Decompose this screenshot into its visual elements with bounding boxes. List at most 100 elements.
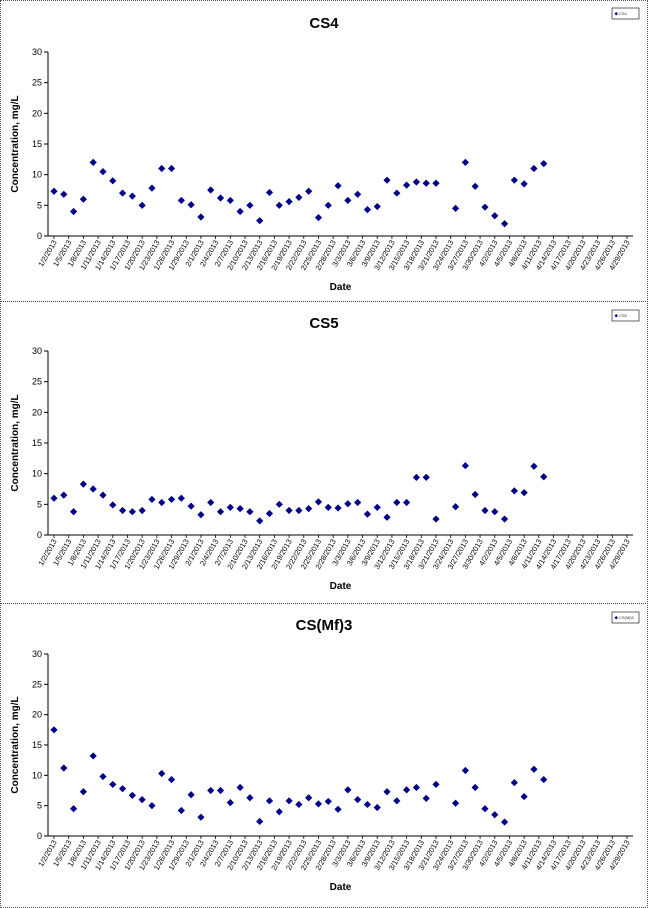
data-point (412, 783, 421, 792)
data-point (393, 797, 401, 805)
data-point (451, 799, 460, 807)
y-tick-label: 25 (32, 377, 42, 387)
data-point (138, 201, 146, 209)
legend-marker (614, 616, 618, 620)
data-point (158, 769, 166, 778)
data-point (246, 508, 254, 516)
data-point (207, 186, 215, 194)
legend-label: CS5 (619, 313, 628, 318)
data-point (99, 491, 107, 499)
data-point (79, 788, 87, 796)
data-point (500, 818, 509, 826)
y-tick-label: 15 (32, 139, 42, 149)
chart-title: CS(Mf)3 (296, 617, 353, 634)
data-point (226, 799, 234, 807)
data-point (128, 508, 136, 516)
data-point (187, 791, 195, 799)
data-point (412, 178, 421, 186)
x-axis-label: Date (330, 882, 352, 893)
y-tick-label: 0 (37, 530, 42, 540)
data-point (285, 797, 293, 805)
y-tick-label: 20 (32, 407, 42, 417)
data-point (246, 201, 254, 209)
data-point (109, 501, 117, 509)
data-point (128, 791, 136, 799)
data-point (118, 785, 127, 793)
data-point (148, 495, 156, 504)
data-point (334, 805, 342, 813)
y-tick-label: 0 (37, 831, 42, 841)
data-point (363, 510, 372, 518)
y-tick-label: 0 (37, 231, 42, 241)
data-point (530, 462, 538, 470)
data-point (158, 498, 166, 507)
data-point (363, 206, 372, 214)
y-tick-label: 20 (32, 108, 42, 118)
y-axis-label: Concentration, mg/L (10, 95, 21, 192)
data-point (177, 806, 185, 815)
data-point (285, 506, 293, 515)
data-point (89, 485, 97, 493)
y-tick-label: 10 (32, 770, 42, 780)
data-point (128, 192, 136, 200)
data-point (491, 212, 499, 220)
data-point (530, 765, 538, 773)
data-point (481, 506, 489, 515)
data-point (344, 196, 352, 205)
data-point (373, 503, 381, 511)
data-point (216, 786, 225, 795)
data-point (324, 201, 332, 209)
data-point (197, 213, 205, 221)
data-point (177, 494, 185, 502)
data-point (373, 202, 381, 211)
data-point (246, 794, 254, 802)
data-point (393, 189, 401, 197)
data-point (481, 805, 489, 813)
data-point (373, 803, 381, 812)
data-point (89, 752, 97, 760)
data-point (314, 498, 323, 506)
data-point (236, 505, 244, 513)
data-point (79, 480, 87, 488)
legend-box (611, 309, 640, 322)
data-point (451, 204, 460, 212)
data-point (363, 800, 372, 809)
data-point (207, 498, 215, 507)
data-point (177, 196, 185, 205)
y-tick-label: 30 (32, 346, 42, 356)
data-point (510, 779, 518, 787)
data-point (89, 158, 97, 166)
data-point (275, 201, 283, 209)
data-point (540, 160, 548, 168)
data-point (295, 193, 303, 201)
data-point (216, 508, 225, 516)
data-point (118, 506, 127, 515)
data-point (275, 500, 283, 508)
data-point (403, 498, 411, 507)
data-point (109, 780, 117, 789)
legend-box (611, 7, 640, 20)
legend-marker (614, 314, 618, 318)
y-tick-label: 25 (32, 679, 42, 689)
data-point (344, 786, 352, 794)
data-point (69, 805, 78, 813)
data-point (471, 490, 479, 499)
data-point (50, 494, 58, 502)
data-point (236, 207, 244, 216)
data-point (422, 179, 430, 187)
data-point (520, 180, 528, 188)
data-point (60, 491, 68, 499)
y-tick-label: 5 (37, 499, 42, 509)
data-point (520, 489, 528, 497)
data-point (256, 217, 264, 225)
data-point (167, 164, 176, 173)
y-tick-label: 20 (32, 710, 42, 720)
data-point (60, 190, 68, 198)
chart-title: CS4 (309, 15, 339, 32)
data-point (69, 207, 78, 216)
data-point (138, 506, 146, 515)
data-point (500, 515, 509, 523)
data-point (461, 158, 469, 166)
data-point (412, 473, 421, 481)
